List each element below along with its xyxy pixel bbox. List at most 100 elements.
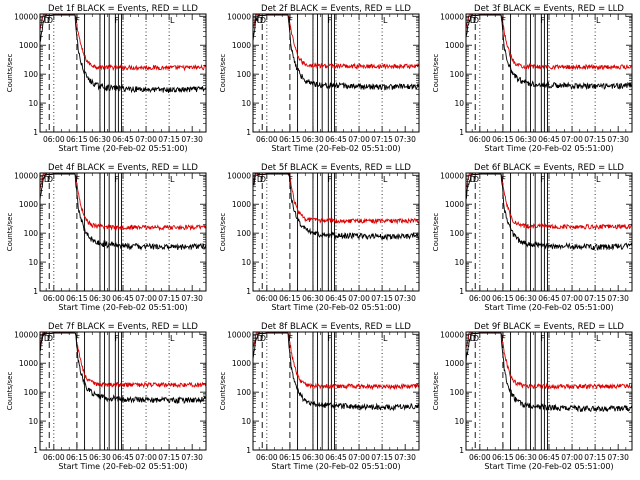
y-tick-label: 10000	[227, 12, 251, 21]
time-marker-label: D	[47, 175, 53, 184]
y-tick-label: 10000	[14, 330, 38, 339]
series-group	[40, 14, 206, 94]
y-tick-label: 1000	[232, 359, 251, 368]
x-tick-label: 06:00	[256, 135, 278, 144]
events-series-line	[253, 332, 419, 412]
x-tick-label: 07:00	[561, 294, 583, 303]
chart-title: Det 1f BLACK = Events, RED = LLD	[48, 4, 198, 14]
x-tick-label: 06:45	[325, 453, 347, 462]
x-tick-label: 06:45	[112, 294, 134, 303]
x-tick-label: 06:30	[89, 294, 111, 303]
time-markers	[48, 14, 170, 132]
x-tick-label: 07:30	[607, 453, 629, 462]
time-marker-label: L	[170, 16, 175, 25]
y-tick-label: 100	[24, 70, 39, 79]
x-tick-label: 07:30	[181, 135, 203, 144]
time-markers	[261, 332, 383, 450]
time-marker-label: L	[383, 334, 388, 343]
x-tick-label: 06:15	[279, 453, 301, 462]
x-tick-label: 06:45	[325, 294, 347, 303]
x-tick-label: 07:30	[181, 294, 203, 303]
x-tick-label: 07:00	[348, 135, 370, 144]
chart-panel-7: Det 7f BLACK = Events, RED = LLD 1 10 100 10…	[6, 322, 207, 471]
chart-title: Det 8f BLACK = Events, RED = LLD	[261, 322, 411, 332]
chart-panel-6: Det 6f BLACK = Events, RED = LLD 1 10 100 10…	[432, 163, 633, 312]
y-tick-label: 1000	[445, 41, 464, 50]
x-tick-label: 07:00	[135, 453, 157, 462]
time-marker-label: D	[473, 334, 479, 343]
y-tick-label: 10000	[14, 12, 38, 21]
chart-title: Det 2f BLACK = Events, RED = LLD	[261, 4, 411, 14]
y-axis-label: Counts/sec	[6, 213, 14, 252]
y-tick-label: 1	[33, 446, 38, 455]
chart-title: Det 7f BLACK = Events, RED = LLD	[48, 322, 198, 332]
y-tick-label: 1000	[232, 41, 251, 50]
time-markers	[474, 14, 596, 132]
x-tick-label: 07:15	[584, 453, 606, 462]
time-marker-label: F	[115, 334, 120, 343]
x-tick-label: 06:15	[492, 135, 514, 144]
x-tick-label: 07:15	[158, 135, 180, 144]
x-tick-label: 07:15	[584, 294, 606, 303]
y-tick-label: 10000	[440, 12, 464, 21]
x-tick-label: 06:30	[302, 453, 324, 462]
events-series-line	[466, 332, 632, 413]
x-tick-label: 07:30	[607, 135, 629, 144]
x-tick-label: 06:45	[112, 453, 134, 462]
x-tick-label: 07:00	[135, 294, 157, 303]
events-series-line	[40, 332, 206, 405]
y-tick-label: 1000	[232, 200, 251, 209]
x-tick-label: 06:00	[256, 294, 278, 303]
x-tick-label: 07:30	[607, 294, 629, 303]
x-tick-label: 06:15	[279, 294, 301, 303]
x-axis-label: Start Time (20-Feb-02 05:51:00)	[484, 303, 613, 312]
time-marker-label: L	[170, 175, 175, 184]
time-marker-label: F	[75, 334, 80, 343]
x-tick-label: 06:45	[325, 135, 347, 144]
time-marker-label: L	[170, 334, 175, 343]
time-marker-label: D	[473, 175, 479, 184]
y-tick-label: 10000	[440, 171, 464, 180]
time-marker-label: F	[75, 16, 80, 25]
x-tick-label: 07:15	[371, 135, 393, 144]
y-tick-label: 1	[246, 446, 251, 455]
time-marker-label: L	[596, 175, 601, 184]
x-tick-label: 06:45	[538, 453, 560, 462]
x-tick-label: 07:00	[348, 294, 370, 303]
time-marker-label: F	[541, 16, 546, 25]
time-marker-label: L	[596, 334, 601, 343]
x-tick-label: 06:30	[515, 453, 537, 462]
y-tick-label: 100	[24, 388, 39, 397]
y-tick-label: 1	[459, 128, 464, 137]
y-axis-label: Counts/sec	[432, 213, 440, 252]
time-marker-label: F	[328, 16, 333, 25]
time-marker-label: F	[501, 175, 506, 184]
time-marker-label: F	[75, 175, 80, 184]
y-tick-label: 1000	[445, 200, 464, 209]
x-axis-label: Start Time (20-Feb-02 05:51:00)	[58, 462, 187, 471]
y-tick-label: 10	[28, 417, 38, 426]
time-markers	[48, 332, 170, 450]
time-marker-label: F	[288, 334, 293, 343]
time-markers	[474, 332, 596, 450]
y-tick-label: 100	[450, 388, 465, 397]
x-tick-label: 07:15	[158, 453, 180, 462]
time-marker-label: F	[501, 334, 506, 343]
time-marker-label: F	[541, 334, 546, 343]
time-marker-label: D	[473, 16, 479, 25]
x-tick-label: 06:15	[492, 453, 514, 462]
events-series-line	[253, 173, 419, 241]
events-series-line	[40, 173, 206, 251]
y-axis-label: Counts/sec	[6, 372, 14, 411]
chart-panel-2: Det 2f BLACK = Events, RED = LLD 1 10 100 10…	[219, 4, 420, 153]
time-marker-label: F	[541, 175, 546, 184]
time-marker-label: F	[288, 175, 293, 184]
y-axis-label: Counts/sec	[432, 54, 440, 93]
series-group	[466, 332, 632, 413]
time-marker-label: D	[470, 334, 476, 343]
y-tick-label: 10	[241, 258, 251, 267]
y-axis-label: Counts/sec	[219, 54, 227, 93]
y-axis-label: Counts/sec	[432, 372, 440, 411]
time-marker-label: F	[501, 16, 506, 25]
